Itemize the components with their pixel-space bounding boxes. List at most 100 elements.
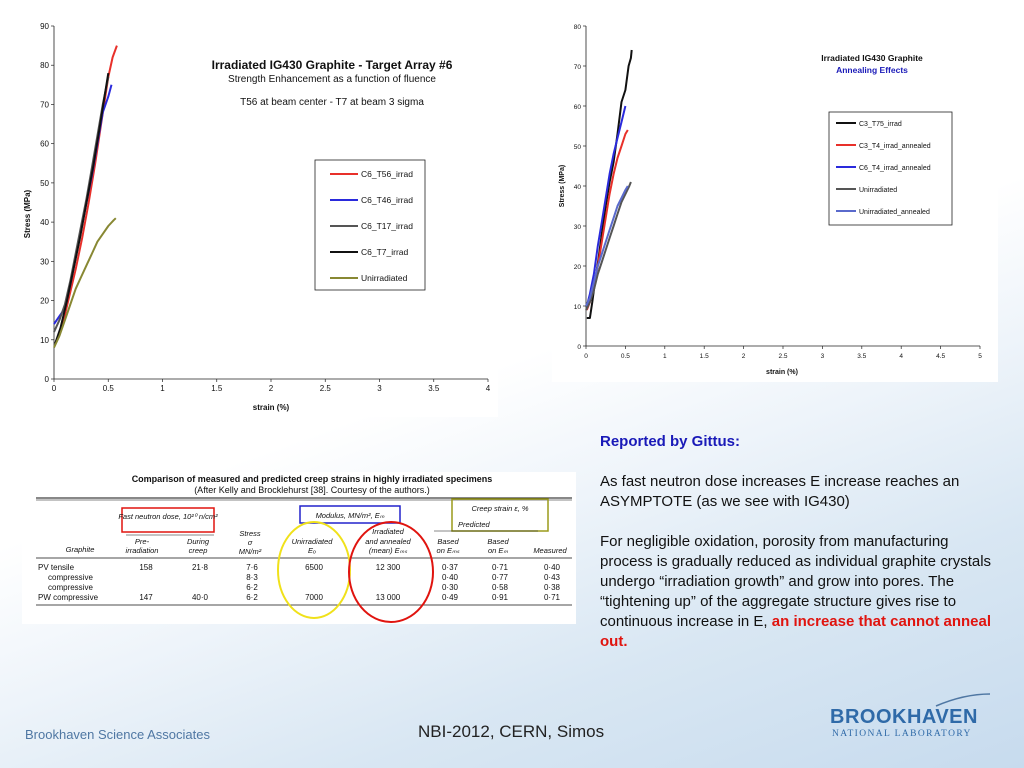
x-tick-label: 1.5 [211,384,223,393]
svg-text:compressive: compressive [48,583,93,592]
svg-text:6·2: 6·2 [246,593,258,602]
x-tick-label: 0 [52,384,57,393]
series-line-C6_T7_irrad [54,72,110,345]
creep-table: Comparison of measured and predicted cre… [22,472,576,624]
svg-text:8·3: 8·3 [246,573,258,582]
th-pre2: irradiation [126,546,159,555]
y-tick-label: 20 [574,264,582,271]
series-line-Unirradiated [585,181,632,311]
x-tick-label: 0.5 [103,384,115,393]
y-tick-label: 0 [45,375,50,384]
chart1-legend: C6_T56_irrad C6_T46_irrad C6_T17_irrad C6_T… [314,159,426,291]
svg-text:7000: 7000 [305,593,323,602]
svg-text:0·49: 0·49 [442,593,459,602]
svg-text:13 000: 13 000 [376,593,401,602]
svg-text:12 300: 12 300 [376,563,401,572]
th-irr3: (mean) Eₘₛ [369,546,408,555]
logo-swoosh-icon [935,693,991,707]
th-b1b: on Eₘₛ [437,546,460,555]
th-stress1: Stress [239,529,261,538]
th-unirr1: Unirradiated [292,537,334,546]
th-irr2: and annealed [365,537,411,546]
th-b2a: Based [487,537,509,546]
th-pre1: Pre- [135,537,150,546]
svg-text:40·0: 40·0 [192,593,209,602]
y-tick-label: 40 [574,184,582,191]
th-during1: During [187,537,210,546]
x-tick-label: 2.5 [778,353,787,360]
table-row: PV tensile 158 21·8 7·6 6500 12 300 0·37… [38,563,561,572]
legend-entry: Unirradiated [361,273,408,283]
x-tick-label: 0.5 [621,353,630,360]
svg-text:7·6: 7·6 [246,563,258,572]
svg-text:0·38: 0·38 [544,583,561,592]
th-graphite: Graphite [66,545,95,554]
svg-text:158: 158 [139,563,153,572]
table-title: Comparison of measured and predicted cre… [132,474,493,484]
table-subtitle: (After Kelly and Brocklehurst [38]. Cour… [194,485,430,495]
svg-text:0·40: 0·40 [442,573,459,582]
legend-entry: C6_T4_irrad_annealed [859,165,931,172]
y-tick-label: 10 [40,336,49,345]
svg-text:0·71: 0·71 [492,563,509,572]
dose-highlight-box [121,507,215,533]
y-tick-label: 60 [40,140,49,149]
svg-text:0·71: 0·71 [544,593,561,602]
y-tick-label: 50 [40,179,49,188]
x-tick-label: 4 [486,384,491,393]
footer-center-text: NBI-2012, CERN, Simos [418,722,605,741]
x-tick-label: 3.5 [428,384,440,393]
chart1-title: Irradiated IG430 Graphite - Target Array… [212,58,453,72]
legend-entry: C3_T75_irrad [859,121,902,128]
table-row: compressive 6·2 0·30 0·58 0·38 [48,583,561,592]
chart2-xlabel: strain (%) [766,369,798,376]
th-stress3: MN/m² [239,547,262,556]
x-tick-label: 1 [663,353,667,360]
report-para2-highlight: an increase that cannot anneal out. [600,613,992,650]
modulus-highlight-box [299,505,401,524]
th-unirr2: Eₒ [308,546,316,555]
x-tick-label: 4.5 [936,353,945,360]
y-tick-label: 80 [574,24,582,31]
legend-entry: C6_T46_irrad [361,195,413,205]
svg-text:PW compressive: PW compressive [38,593,99,602]
svg-text:compressive: compressive [48,573,93,582]
chart2-legend: C3_T75_irrad C3_T4_irrad_annealed C6_T4_ir… [828,111,953,226]
y-tick-label: 30 [40,257,49,266]
table-group-dose: Fast neutron dose, 10²⁰ n/cm² [118,512,218,521]
y-tick-label: 80 [40,61,49,70]
irradiated-circle [348,521,434,623]
svg-text:0·77: 0·77 [492,573,509,582]
chart1-xlabel: strain (%) [253,403,290,412]
series-line-C6_T56_irrad [56,45,118,341]
chart2-ylabel: Stress (MPa) [559,165,566,207]
report-para2: For negligible oxidation, porosity from … [600,533,992,630]
svg-text:PV tensile: PV tensile [38,563,75,572]
x-tick-label: 4 [899,353,903,360]
x-tick-label: 0 [584,353,588,360]
chart1-ylabel: Stress (MPa) [23,189,32,238]
svg-text:6·2: 6·2 [246,583,258,592]
x-tick-label: 3 [821,353,825,360]
svg-text:6500: 6500 [305,563,323,572]
x-tick-label: 2.5 [320,384,332,393]
logo-subtext: NATIONAL LABORATORY [832,729,972,739]
brookhaven-logo: BROOKHAVEN NATIONAL LABORATORY [830,692,1002,742]
chart2-title: Irradiated IG430 Graphite [821,53,923,63]
svg-text:0·91: 0·91 [492,593,509,602]
x-tick-label: 1 [160,384,165,393]
svg-text:0·30: 0·30 [442,583,459,592]
legend-entry: C6_T7_irrad [361,247,409,257]
table-group-modulus: Modulus, MN/m², Eₘ [316,511,385,520]
y-tick-label: 30 [574,224,582,231]
x-tick-label: 2 [269,384,274,393]
th-measured: Measured [533,546,567,555]
logo-wordmark: BROOKHAVEN [830,706,978,728]
svg-text:147: 147 [139,593,153,602]
legend-entry: C6_T17_irrad [361,221,413,231]
y-tick-label: 50 [574,144,582,151]
